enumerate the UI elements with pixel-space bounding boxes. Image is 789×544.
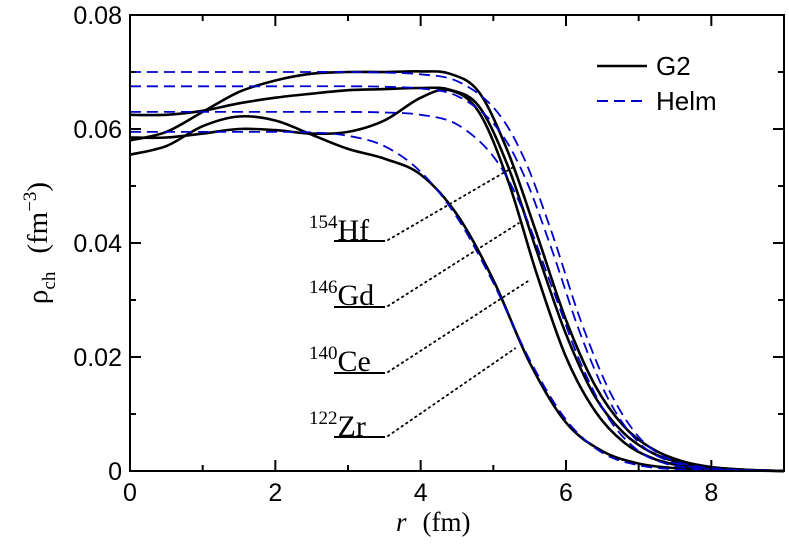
series-line-g2-140ce bbox=[129, 88, 785, 473]
nucleus-mass-hf: 154 bbox=[309, 212, 338, 233]
x-axis-title: r (fm) bbox=[396, 507, 471, 537]
tick-labels: 0 2 4 6 8 0 0.02 0.04 0.06 0.08 bbox=[73, 2, 718, 507]
y-tick-label: 0.08 bbox=[73, 2, 122, 30]
nucleus-mass-gd: 146 bbox=[309, 277, 338, 298]
y-axis-symbol: ρ bbox=[22, 290, 54, 304]
legend-label-g2: G2 bbox=[656, 51, 691, 81]
y-tick-label: 0 bbox=[108, 458, 122, 486]
pointer-line-122zr bbox=[387, 347, 516, 437]
x-tick-label: 8 bbox=[704, 479, 718, 507]
nucleus-label-hf: 154Hf bbox=[309, 212, 385, 247]
svg-text:ρch(fm−3): ρch (fm−3) bbox=[20, 182, 60, 304]
nucleus-mass-zr: 122 bbox=[309, 408, 338, 429]
nucleus-mass-ce: 140 bbox=[309, 343, 338, 364]
y-axis-subscript: ch bbox=[39, 271, 60, 289]
pointer-line-140ce bbox=[387, 279, 531, 373]
nucleus-label-zr: 122Zr bbox=[309, 408, 385, 443]
nucleus-symbol-hf: Hf bbox=[338, 214, 370, 247]
pointer-line-154hf bbox=[387, 165, 516, 241]
series-line-g2-146gd bbox=[129, 86, 785, 473]
y-axis-unit-close: ) bbox=[22, 182, 54, 192]
nucleus-symbol-zr: Zr bbox=[338, 410, 366, 443]
label-pointer-group bbox=[387, 165, 531, 437]
pointer-line-146gd bbox=[387, 222, 520, 307]
legend: G2 Helm bbox=[597, 51, 717, 116]
y-tick-label: 0.04 bbox=[73, 230, 122, 258]
series-line-helm-154hf bbox=[130, 71, 785, 472]
y-axis-title: ρch (fm−3) bbox=[20, 182, 60, 304]
x-tick-label: 0 bbox=[123, 479, 137, 507]
series-line-g2-122zr bbox=[129, 114, 785, 473]
series-line-helm-122zr bbox=[129, 130, 785, 472]
x-tick-label: 4 bbox=[414, 479, 428, 507]
x-tick-label: 2 bbox=[268, 479, 282, 507]
series-line-helm-140ce bbox=[129, 110, 785, 472]
axis-ticks bbox=[129, 14, 785, 472]
nucleus-label-gd: 146Gd bbox=[309, 277, 385, 312]
x-tick-label: 6 bbox=[559, 479, 573, 507]
x-axis-variable: r bbox=[396, 507, 407, 537]
y-axis-unit-open: (fm bbox=[22, 211, 54, 253]
y-axis-unit-exponent: −3 bbox=[20, 192, 41, 212]
x-axis-unit: (fm) bbox=[423, 507, 471, 537]
y-tick-label: 0.02 bbox=[73, 344, 122, 372]
plot-frame bbox=[129, 14, 785, 472]
nucleus-label-ce: 140Ce bbox=[309, 343, 385, 378]
y-tick-label: 0.06 bbox=[73, 116, 122, 144]
legend-label-helm: Helm bbox=[656, 86, 717, 116]
series-line-helm-146gd bbox=[129, 85, 785, 472]
series-group bbox=[129, 70, 785, 473]
